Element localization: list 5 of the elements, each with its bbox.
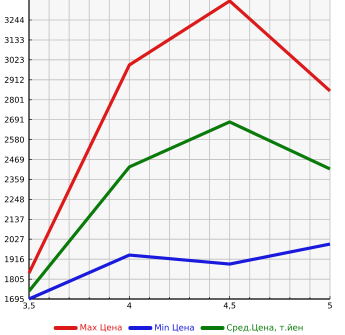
legend-label: Max Цена <box>80 324 122 332</box>
legend-label: Min Цена <box>155 324 194 332</box>
line-series <box>27 120 332 293</box>
legend-label: Сред.Цена, т.йен <box>226 324 303 332</box>
line-series <box>27 0 332 275</box>
